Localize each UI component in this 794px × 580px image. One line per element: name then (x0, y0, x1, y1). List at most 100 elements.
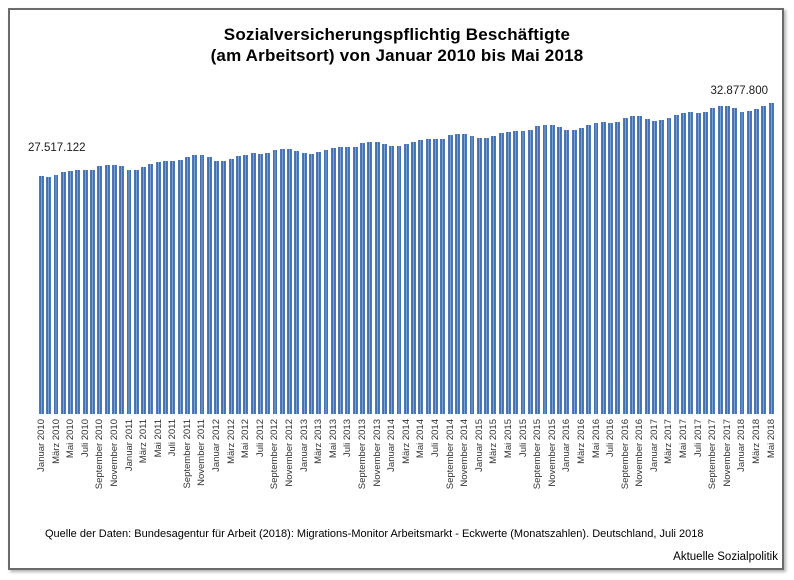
x-tick-label: Januar 2015 (473, 419, 485, 472)
bar (316, 152, 322, 414)
bar (192, 155, 198, 414)
bar (170, 160, 176, 414)
x-tick-label: Juli 2017 (692, 419, 704, 458)
bar (469, 135, 475, 414)
bar (768, 103, 774, 414)
bar (608, 122, 614, 414)
x-tick-label: Mai 2014 (415, 419, 427, 459)
bar (53, 175, 59, 414)
bar (746, 111, 752, 414)
bar (221, 160, 227, 414)
bar (39, 175, 44, 414)
bar (513, 130, 519, 414)
x-tick-label: November 2017 (721, 419, 733, 487)
bar (141, 167, 147, 414)
bar (184, 156, 190, 414)
x-tick-label: November 2010 (108, 419, 120, 487)
bar (294, 151, 300, 414)
x-tick-label: September 2016 (619, 419, 631, 490)
x-tick-label: Januar 2011 (123, 419, 135, 472)
bar (666, 117, 672, 414)
bar (593, 123, 599, 414)
bar (651, 121, 657, 414)
bar (703, 111, 708, 414)
bar-chart-plot-area (38, 100, 775, 414)
bar (578, 127, 584, 414)
x-tick-label: September 2012 (269, 419, 281, 490)
x-tick-label: September 2014 (444, 419, 456, 490)
bar (250, 153, 256, 414)
bar (126, 169, 132, 414)
bar (527, 130, 533, 414)
x-tick-label: Januar 2018 (736, 419, 748, 472)
x-tick-label: Juli 2014 (429, 419, 441, 458)
bar (622, 117, 628, 414)
chart-title-line2: (am Arbeitsort) von Januar 2010 bis Mai … (210, 46, 584, 65)
x-tick-label: März 2010 (50, 419, 62, 464)
bar (236, 156, 241, 414)
bar (90, 169, 95, 414)
bar (60, 172, 66, 414)
bar (454, 133, 460, 414)
bar (425, 139, 431, 414)
data-source-note: Quelle der Daten: Bundesagentur für Arbe… (45, 528, 704, 540)
bar (323, 149, 329, 414)
x-tick-label: Mai 2012 (240, 419, 252, 459)
bar (265, 153, 271, 414)
bar (163, 160, 168, 414)
bar (272, 150, 278, 414)
bar (586, 125, 592, 414)
bar (644, 118, 650, 414)
x-tick-label: Mai 2010 (65, 419, 77, 459)
bar (739, 111, 745, 414)
bar (695, 112, 701, 414)
x-tick-label: Januar 2017 (648, 419, 660, 472)
x-tick-label: Mai 2011 (152, 419, 164, 458)
x-tick-label: November 2011 (196, 419, 208, 486)
bar (396, 146, 402, 414)
bar (104, 164, 110, 414)
bar (389, 146, 395, 414)
bar (257, 153, 263, 414)
x-tick-label: März 2014 (400, 419, 412, 464)
bar (440, 138, 446, 414)
x-tick-label: September 2015 (532, 419, 544, 490)
chart-title: Sozialversicherungspflichtig Beschäftigt… (0, 24, 794, 66)
x-tick-label: Januar 2012 (211, 419, 223, 472)
x-tick-label: Juli 2016 (605, 419, 617, 458)
x-tick-label: September 2010 (94, 419, 106, 490)
bar (206, 157, 212, 414)
bar (352, 146, 358, 414)
bar (403, 144, 409, 414)
bar (214, 160, 220, 414)
bar (119, 166, 125, 414)
bar (75, 169, 81, 414)
x-tick-label: November 2014 (459, 419, 471, 487)
bar (177, 160, 183, 414)
bar (673, 115, 679, 414)
bar (637, 116, 643, 414)
bar (301, 153, 307, 414)
bar (133, 169, 139, 414)
x-tick-label: Mai 2016 (590, 419, 602, 459)
credit-label: Aktuelle Sozialpolitik (673, 551, 778, 563)
bar (279, 148, 285, 414)
bar (542, 125, 548, 414)
x-tick-label: Januar 2014 (386, 419, 398, 472)
bar (287, 148, 292, 414)
bar (491, 135, 497, 414)
x-axis-labels: Januar 2010 März 2010 Mai 2010 Juli 2010 Sep… (36, 419, 777, 515)
x-tick-label: Januar 2016 (561, 419, 573, 472)
bar (571, 129, 577, 414)
x-tick-label: Juli 2015 (517, 419, 529, 458)
last-bar-value-label: 32.877.800 (710, 85, 768, 97)
bar (535, 126, 541, 414)
x-tick-label: Mai 2017 (678, 419, 690, 459)
bar (688, 112, 694, 414)
bar (462, 133, 468, 414)
bar (243, 154, 249, 414)
bar (717, 106, 723, 414)
bar (345, 147, 351, 414)
bar (338, 147, 344, 414)
